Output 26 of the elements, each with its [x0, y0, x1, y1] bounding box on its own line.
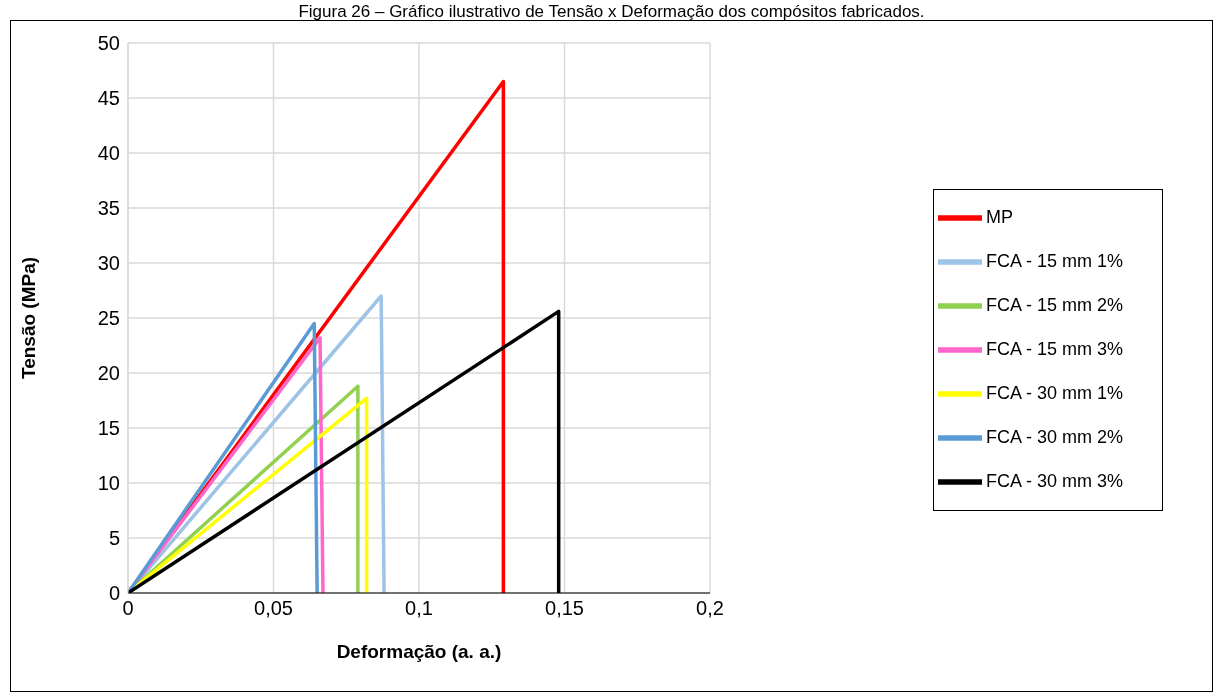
- legend-label: MP: [986, 206, 1013, 227]
- y-tick-label: 45: [97, 87, 120, 110]
- y-tick-label: 15: [97, 417, 120, 440]
- legend-label: FCA - 15 mm 3%: [986, 338, 1124, 359]
- chart-title: Figura 26 – Gráfico ilustrativo de Tensão x Deformação dos compósitos fabricados.: [297, 2, 926, 22]
- x-tick-label: 0,05: [254, 597, 293, 620]
- x-tick-label: 0,1: [405, 597, 433, 620]
- legend-label: FCA - 30 mm 1%: [986, 382, 1124, 403]
- x-tick-label: 0,15: [545, 597, 584, 620]
- y-tick-label: 20: [97, 362, 120, 385]
- y-tick-label: 5: [108, 527, 120, 550]
- x-tick-label: 0,2: [696, 597, 724, 620]
- legend-label: FCA - 15 mm 1%: [986, 250, 1124, 271]
- x-tick-label: 0: [122, 597, 134, 620]
- y-tick-label: 30: [97, 252, 120, 275]
- x-axis-title: Deformação (a. a.): [336, 641, 502, 662]
- y-tick-label: 0: [108, 582, 120, 605]
- legend-label: FCA - 30 mm 3%: [986, 470, 1124, 491]
- y-tick-label: 35: [97, 197, 120, 220]
- y-tick-label: 10: [97, 472, 120, 495]
- legend-label: FCA - 30 mm 2%: [986, 426, 1124, 447]
- y-tick-label: 25: [97, 307, 120, 330]
- y-tick-label: 50: [97, 32, 120, 55]
- y-tick-label: 40: [97, 142, 120, 165]
- y-axis-title: Tensão (MPa): [17, 256, 39, 380]
- legend-label: FCA - 15 mm 2%: [986, 294, 1124, 315]
